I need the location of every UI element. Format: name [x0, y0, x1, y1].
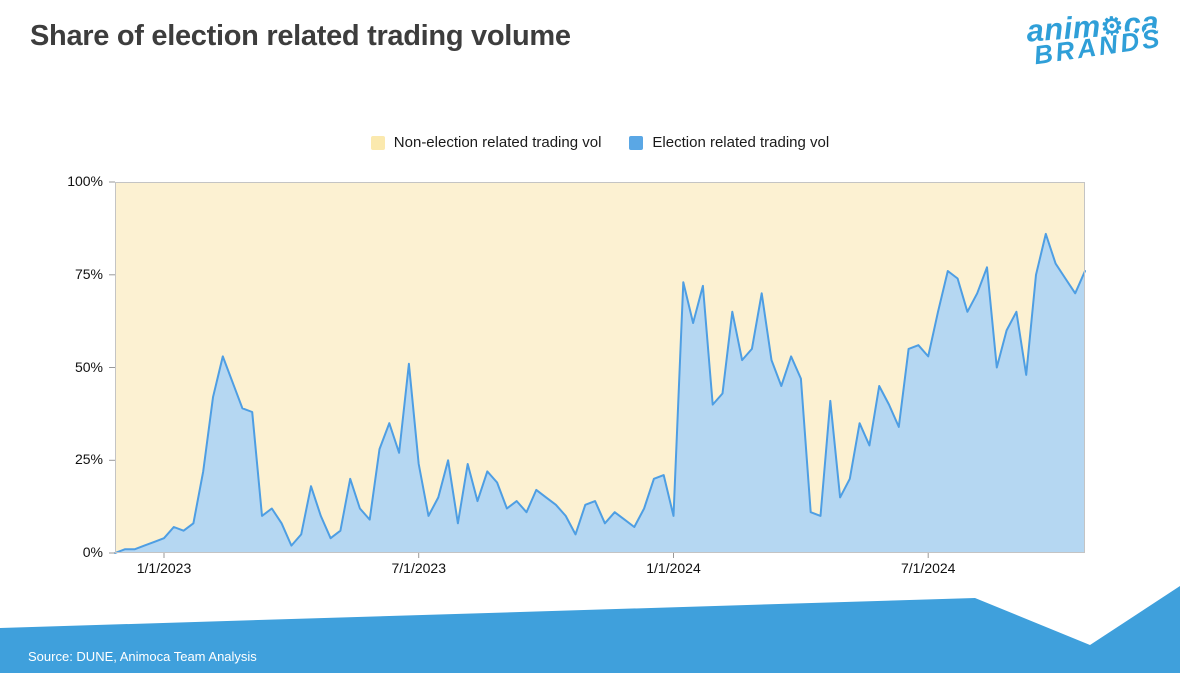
election-line [114, 232, 1086, 554]
plot-svg [109, 181, 1086, 558]
plot-border [115, 182, 1085, 553]
source-text: Source: DUNE, Animoca Team Analysis [28, 649, 257, 664]
legend-label-election: Election related trading vol [652, 134, 830, 151]
election-area [115, 233, 1085, 553]
legend-swatch-non-election [370, 135, 385, 150]
animoca-brands-logo: anim⚙ca BRANDS [1026, 4, 1165, 70]
y-axis-label: 0% [82, 544, 103, 560]
y-axis-label: 50% [74, 358, 103, 375]
legend-item-election: Election related trading vol [629, 134, 829, 151]
y-axis-label: 75% [74, 265, 103, 282]
footer-wave [0, 586, 1180, 673]
x-axis-label: 1/1/2024 [646, 560, 701, 576]
page-title: Share of election related trading volume [30, 20, 571, 52]
legend-item-non-election: Non-election related trading vol [370, 134, 602, 151]
footer-wave-shape [0, 586, 1180, 673]
x-axis-label: 7/1/2023 [391, 560, 446, 576]
legend-swatch-election [629, 135, 644, 150]
y-axis-label: 100% [67, 173, 103, 189]
y-axis-label: 25% [74, 451, 103, 468]
x-axis-label: 7/1/2024 [900, 560, 956, 576]
x-axis-label: 1/1/2023 [136, 560, 192, 576]
legend-label-non-election: Non-election related trading vol [393, 134, 602, 151]
chart-legend: Non-election related trading vol Election… [115, 134, 1085, 151]
